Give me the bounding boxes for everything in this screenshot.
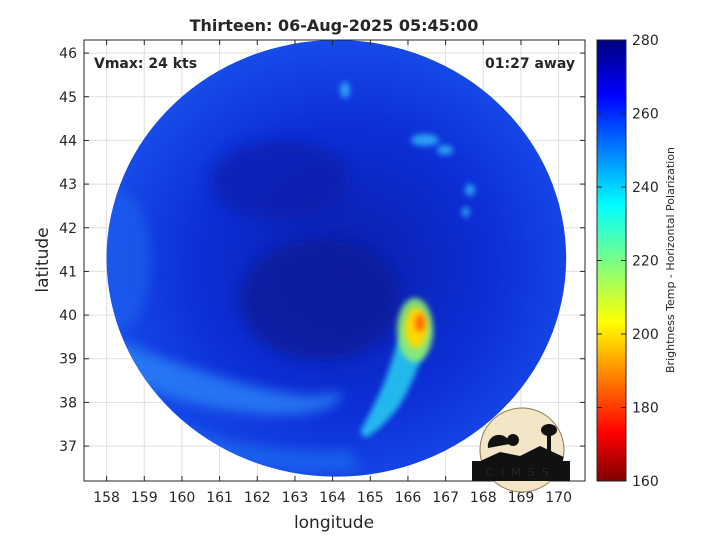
feature-dark-core	[240, 240, 400, 360]
colorbar-tick-label: 260	[632, 107, 659, 123]
vmax-annotation: Vmax: 24 kts	[94, 56, 197, 72]
x-tick-label: 166	[395, 490, 422, 506]
x-tick-label: 168	[470, 490, 497, 506]
y-tick-label: 44	[59, 133, 77, 149]
x-tick-label: 161	[206, 490, 233, 506]
y-tick-label: 37	[59, 439, 77, 455]
logo-text: CIMSS	[486, 466, 555, 479]
feature-southwest-arc	[106, 330, 341, 415]
y-ticks: 37 38 39 40 41 42 43 44 45 46	[59, 46, 585, 455]
x-tick-label: 170	[545, 490, 572, 506]
y-tick-label: 38	[59, 395, 77, 411]
y-tick-label: 39	[59, 352, 77, 368]
colorbar-tick-label: 280	[632, 33, 659, 49]
feature-west-band	[106, 190, 150, 330]
colorbar-tick-label: 220	[632, 254, 659, 270]
x-tick-label: 159	[131, 490, 158, 506]
chart-title: Thirteen: 06-Aug-2025 05:45:00	[190, 16, 479, 35]
x-tick-label: 158	[93, 490, 120, 506]
feature-dark-north	[210, 140, 350, 220]
x-axis-label: longitude	[294, 513, 374, 533]
x-ticks: 158 159 160 161 162 163 164 165 166 167 168 169 170	[93, 40, 572, 506]
axes-frame	[83, 39, 586, 482]
x-tick-label: 162	[244, 490, 271, 506]
logo-dish-icon	[487, 434, 510, 448]
y-tick-label: 42	[59, 221, 77, 237]
x-tick-label: 160	[169, 490, 196, 506]
disk-features	[106, 82, 475, 473]
colorbar-tick-label: 160	[632, 474, 659, 490]
colorbar-label: Brightness Temp - Horizontal Polarizatio…	[664, 147, 677, 373]
x-tick-label: 167	[432, 490, 459, 506]
x-tick-label: 165	[357, 490, 384, 506]
y-axis-label: latitude	[33, 227, 53, 292]
satellite-disk	[106, 40, 567, 477]
colorbar-ticks: 160 180 200 220 240 260 280	[597, 33, 659, 490]
y-tick-label: 41	[59, 264, 77, 280]
colorbar-tick-label: 240	[632, 180, 659, 196]
colorbar-tick-label: 180	[632, 401, 659, 417]
x-tick-label: 169	[508, 490, 535, 506]
colorbar-tick-label: 200	[632, 327, 659, 343]
y-tick-label: 43	[59, 177, 77, 193]
y-tick-label: 45	[59, 90, 77, 106]
colorbar: 160 180 200 220 240 260 280 Brightness Temp - …	[596, 33, 677, 490]
x-tick-label: 164	[319, 490, 346, 506]
feature-northeast-cells	[340, 82, 475, 217]
feature-warm-core	[415, 314, 425, 332]
time-away-annotation: 01:27 away	[485, 56, 575, 72]
cimss-logo: CIMSS	[472, 407, 570, 493]
y-tick-label: 40	[59, 308, 77, 324]
x-tick-label: 163	[282, 490, 309, 506]
y-tick-label: 46	[59, 46, 77, 62]
